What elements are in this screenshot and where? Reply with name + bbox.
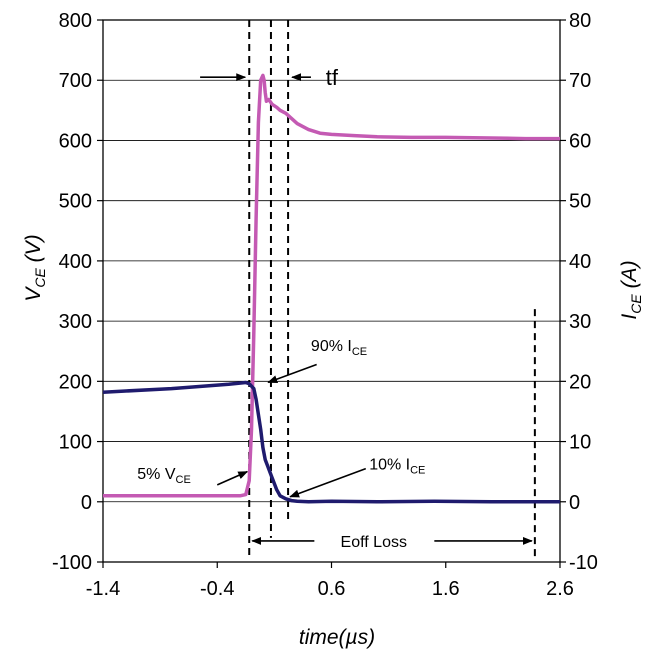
x-ticks: -1.4 -0.4 0.6 1.6 2.6 xyxy=(86,562,574,600)
label-10-percent-sub: CE xyxy=(410,464,425,476)
label-90-percent-sub: CE xyxy=(352,346,367,358)
arrow-10-percent xyxy=(289,467,367,498)
label-90-percent-text: 90% I xyxy=(311,338,352,355)
y-right-axis-label: ICE (A) xyxy=(618,260,644,319)
x-tick-label: 0.6 xyxy=(318,578,346,600)
label-5-percent-sub: CE xyxy=(176,474,191,486)
y-right-tick-label: 70 xyxy=(569,70,591,92)
y-left-label-base: V xyxy=(22,286,45,302)
y-left-tick-label: 0 xyxy=(81,492,92,514)
y-right-tick-label: 10 xyxy=(569,432,591,454)
eoff-label: Eoff Loss xyxy=(341,534,407,551)
y-left-ticks: -100 0 100 200 300 400 500 600 700 800 xyxy=(52,10,103,574)
y-left-tick-label: 300 xyxy=(59,311,92,333)
vce-line xyxy=(103,73,560,498)
y-right-tick-label: 80 xyxy=(569,10,591,32)
y-right-tick-label: 0 xyxy=(569,492,580,514)
y-right-tick-label: 20 xyxy=(569,371,591,393)
tf-label: tf xyxy=(326,65,339,90)
y-right-label-unit: (A) xyxy=(618,260,641,294)
y-right-tick-label: -10 xyxy=(569,552,598,574)
ice-line xyxy=(102,380,560,504)
arrow-90-percent xyxy=(267,363,317,384)
y-left-tick-label: -100 xyxy=(52,552,92,574)
label-10-percent: 10% ICE xyxy=(369,456,425,476)
y-right-ticks: -10 0 10 20 30 40 50 60 70 80 xyxy=(560,10,598,574)
series-lines xyxy=(102,73,560,504)
y-right-tick-label: 30 xyxy=(569,311,591,333)
y-right-tick-label: 60 xyxy=(569,130,591,152)
y-left-tick-label: 200 xyxy=(59,371,92,393)
label-5-percent: 5% VCE xyxy=(137,466,191,486)
x-tick-label: -1.4 xyxy=(86,578,120,600)
x-tick-label: -0.4 xyxy=(200,578,234,600)
label-90-percent: 90% ICE xyxy=(311,338,367,358)
y-left-tick-label: 400 xyxy=(59,251,92,273)
y-right-tick-label: 50 xyxy=(569,191,591,213)
y-left-tick-label: 100 xyxy=(59,432,92,454)
x-axis-label: time(µs) xyxy=(299,626,375,649)
label-5-percent-text: 5% V xyxy=(137,466,176,483)
y-left-label-unit: (V) xyxy=(22,234,45,268)
label-10-percent-text: 10% I xyxy=(369,456,410,473)
y-left-tick-label: 500 xyxy=(59,191,92,213)
y-left-axis-label: VCE (V) xyxy=(22,234,48,301)
y-left-label-sub: CE xyxy=(32,268,48,288)
dashed-markers xyxy=(248,20,536,560)
y-right-tick-label: 40 xyxy=(569,251,591,273)
y-left-tick-label: 600 xyxy=(59,130,92,152)
arrow-5-percent xyxy=(216,470,249,486)
y-right-label-sub: CE xyxy=(628,294,644,314)
y-left-tick-label: 700 xyxy=(59,70,92,92)
x-tick-label: 2.6 xyxy=(546,578,574,600)
y-right-label-base: I xyxy=(618,314,641,320)
x-tick-label: 1.6 xyxy=(432,578,460,600)
y-left-tick-label: 800 xyxy=(59,10,92,32)
